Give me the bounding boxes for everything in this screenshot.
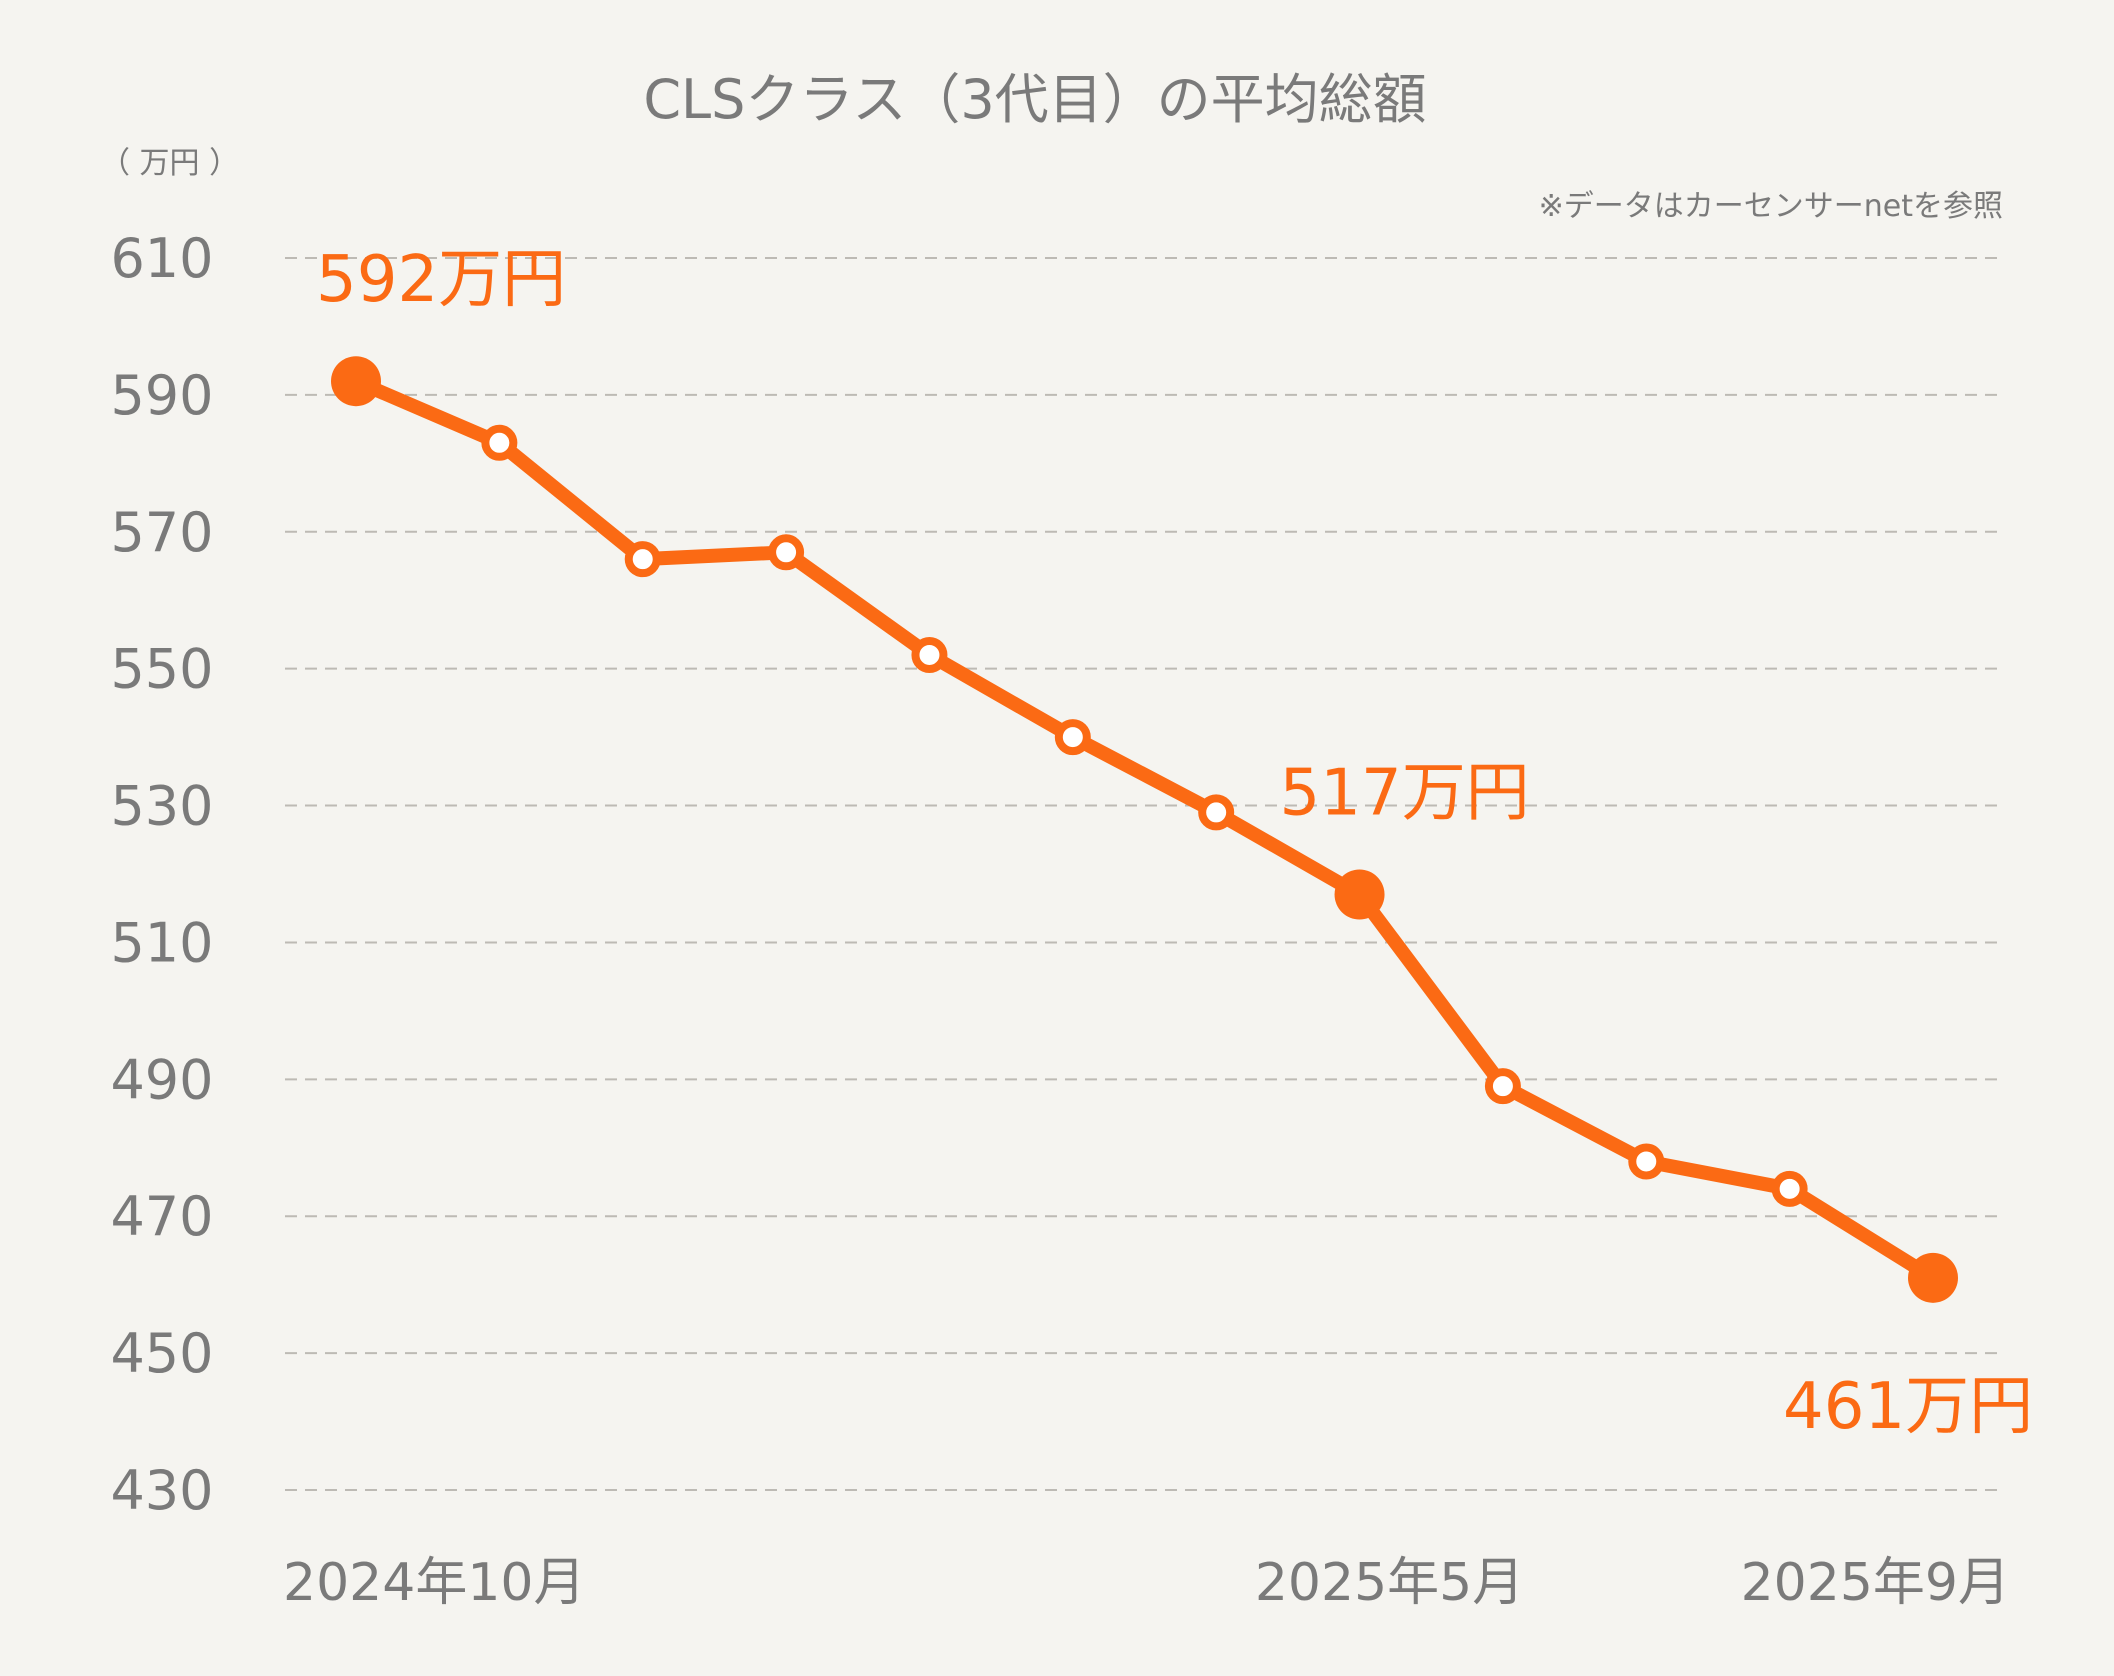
data-point — [1484, 1068, 1521, 1105]
y-tick-label: 590 — [110, 364, 213, 427]
data-point — [1628, 1143, 1665, 1180]
x-tick-label: 2025年5月 — [1255, 1553, 1524, 1613]
source-note: ※データはカーセンサーnetを参照 — [1539, 189, 2003, 224]
data-label: 517万円 — [1280, 757, 1530, 831]
highlight-point — [331, 356, 381, 407]
y-tick-label: 450 — [110, 1322, 213, 1385]
y-tick-label: 610 — [110, 227, 213, 290]
data-point — [1198, 794, 1235, 831]
y-axis-unit-label: （ 万円 ） — [100, 146, 239, 181]
data-point — [1771, 1170, 1808, 1207]
y-tick-label: 430 — [110, 1459, 213, 1522]
x-axis-ticks: 2024年10月 2025年5月 2025年9月 — [283, 1553, 2010, 1613]
gridlines — [285, 257, 2005, 1491]
highlight-point — [1908, 1252, 1958, 1303]
data-point — [768, 534, 805, 571]
data-point — [624, 541, 661, 578]
data-labels: 592万円 517万円 461万円 — [316, 243, 2033, 1444]
chart-title: CLSクラス（3代目）の平均総額 — [643, 68, 1426, 131]
data-point — [481, 424, 518, 461]
y-tick-label: 530 — [110, 775, 213, 838]
data-label: 592万円 — [316, 243, 566, 317]
data-point — [911, 636, 948, 673]
y-tick-label: 570 — [110, 501, 213, 564]
y-axis-ticks: 610 590 570 550 530 510 490 470 450 430 — [110, 227, 213, 1522]
highlight-point — [1334, 869, 1385, 920]
data-points — [331, 356, 1958, 1303]
data-series — [349, 374, 1940, 1285]
x-tick-label: 2024年10月 — [283, 1553, 586, 1613]
y-tick-label: 510 — [110, 911, 213, 974]
x-tick-label: 2025年9月 — [1741, 1553, 2010, 1613]
y-tick-label: 470 — [110, 1185, 213, 1248]
series-line — [349, 374, 1940, 1285]
data-point — [1054, 719, 1091, 756]
y-tick-label: 550 — [110, 638, 213, 701]
y-tick-label: 490 — [110, 1048, 213, 1111]
data-label: 461万円 — [1783, 1370, 2033, 1444]
